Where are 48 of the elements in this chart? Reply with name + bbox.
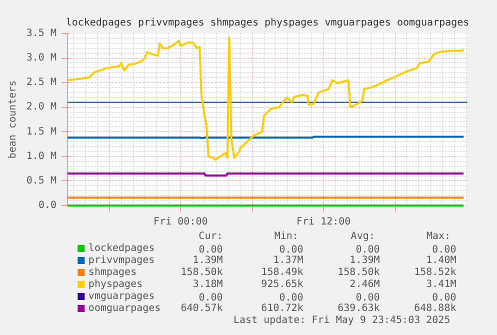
y-tick-label: 3.0 M xyxy=(26,52,57,64)
text: 1.39M xyxy=(192,255,223,266)
chart-title: lockedpages privvmpages shmpages physpages vmguarpages oomguarpages xyxy=(66,18,470,28)
text: 0.00 xyxy=(279,244,304,256)
text: 0.00 xyxy=(198,244,223,256)
text: 648.88k xyxy=(414,303,456,314)
text: 610.72k xyxy=(261,303,304,314)
y-tick-label: 0.0 xyxy=(38,200,56,211)
text: 0.00 xyxy=(432,244,456,256)
text: 1.39M xyxy=(350,255,380,266)
text: 158.52k xyxy=(414,267,456,278)
text: 158.50k xyxy=(180,267,223,278)
x-tick-label: Fri 00:00 xyxy=(154,216,208,228)
text: 0.00 xyxy=(356,244,380,256)
text: 3.18M xyxy=(192,279,223,290)
text: 1.40M xyxy=(426,255,456,266)
text: 3.41M xyxy=(426,279,456,290)
legend-label: lockedpages xyxy=(88,243,155,254)
legend-label: vmguarpages xyxy=(88,291,155,302)
text: Avg: xyxy=(350,231,375,242)
text: 2.46M xyxy=(350,279,380,290)
text: 0.00 xyxy=(356,292,380,304)
text: 925.65k xyxy=(261,279,304,290)
y-axis-title: bean counters xyxy=(7,80,18,159)
text: 158.49k xyxy=(261,267,304,278)
text: Min: xyxy=(274,231,298,242)
text: 1.37M xyxy=(273,255,304,266)
text: 639.63k xyxy=(338,303,380,314)
text: Cur: xyxy=(198,231,223,242)
y-tick-label: 1.5 M xyxy=(26,126,57,138)
text: 0.00 xyxy=(432,292,456,304)
text: Last update: Fri May 9 23:45:03 2025 xyxy=(233,315,450,326)
y-tick-label: 2.0 M xyxy=(26,102,57,113)
text: 158.50k xyxy=(338,267,380,278)
y-tick-label: 0.5 M xyxy=(26,175,57,186)
text: 0.00 xyxy=(198,292,223,304)
text: Max: xyxy=(426,231,451,242)
legend-label: oomguarpages xyxy=(88,303,161,314)
legend-label: physpages xyxy=(88,279,143,290)
text: 640.57k xyxy=(180,303,223,314)
text: 0.00 xyxy=(279,292,304,304)
line-series xyxy=(66,36,465,161)
y-tick-label: 3.5 M xyxy=(26,28,57,39)
x-tick-label: Fri 12:00 xyxy=(296,216,351,228)
y-tick-label: 2.5 M xyxy=(26,77,57,88)
y-tick-label: 1.0 M xyxy=(26,150,57,162)
legend-label: privvmpages xyxy=(88,255,155,266)
legend-label: shmpages xyxy=(88,267,137,278)
